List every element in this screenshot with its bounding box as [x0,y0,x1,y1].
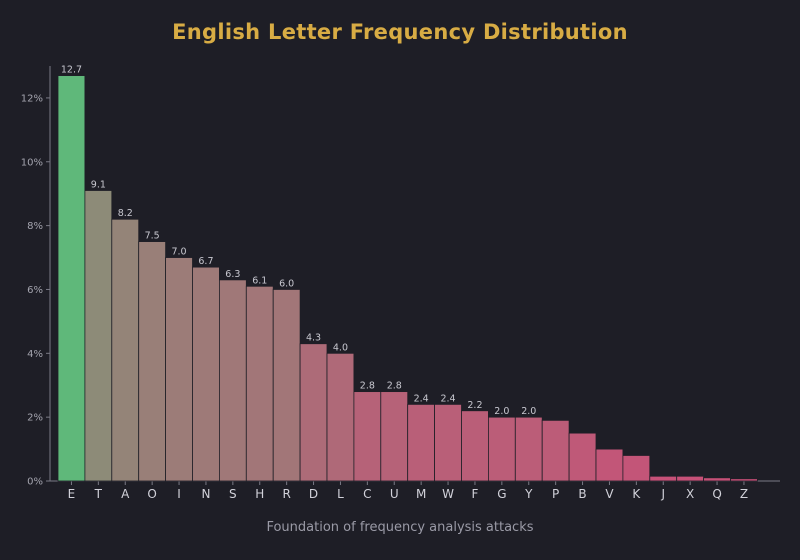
data-label: 2.2 [467,400,482,411]
bar-M [407,403,436,482]
data-label: 6.3 [225,269,240,280]
bar-I [165,257,193,482]
x-tick-label: G [497,487,506,501]
bar-D [299,343,328,482]
data-label: 8.2 [118,208,133,219]
bar-P [541,419,570,482]
data-label: 2.0 [494,406,509,417]
data-label: 6.1 [252,275,267,286]
x-tick-label: U [390,487,399,501]
data-label: 6.0 [279,278,294,289]
x-tick-label: O [147,487,156,501]
bar-Q [703,477,731,482]
y-tick-label: 8% [27,221,43,232]
x-tick-label: B [578,487,586,501]
x-tick-label: L [337,487,344,501]
x-tick-label: M [416,487,426,501]
x-tick-label: F [471,487,478,501]
y-tick-label: 6% [27,285,43,296]
data-label: 2.0 [521,406,536,417]
data-label: 2.8 [360,381,375,392]
bar-J [649,475,678,482]
bar-C [353,391,382,482]
bar-Y [514,416,543,482]
data-label: 12.7 [61,65,82,76]
bar-R [272,289,301,482]
bar-U [380,391,409,482]
x-tick-label: Y [524,487,533,501]
x-tick-label: S [229,487,237,501]
bar-E [57,75,86,482]
x-tick-label: I [177,487,181,501]
x-tick-label: A [121,487,130,501]
y-tick-label: 4% [27,349,43,360]
chart-title: English Letter Frequency Distribution [172,20,628,44]
x-tick-label: E [68,487,76,501]
bar-Z [730,478,758,482]
x-tick-label: P [552,487,559,501]
x-tick-label: N [201,487,210,501]
bar-B [568,432,597,482]
x-tick-label: K [632,487,641,501]
data-label: 2.4 [440,393,455,404]
x-tick-label: W [442,487,454,501]
x-tick-label: R [282,487,290,501]
bar-N [192,266,220,482]
x-tick-label: J [660,487,665,501]
data-label: 2.4 [414,393,429,404]
bars [57,75,758,482]
x-tick-label: X [686,487,694,501]
x-tick-label: D [309,487,318,501]
bar-H [245,285,274,482]
y-tick-label: 10% [21,157,43,168]
data-label: 4.3 [306,333,321,344]
x-tick-label: V [605,487,614,501]
data-label: 7.0 [171,247,186,258]
x-tick-label: T [94,487,103,501]
chart-subtitle: Foundation of frequency analysis attacks [266,520,534,535]
data-label: 6.7 [198,256,213,267]
bar-L [326,352,355,482]
bar-A [111,218,140,482]
data-label: 9.1 [91,180,106,191]
x-tick-label: C [363,487,371,501]
x-tick-label: Z [740,487,748,501]
data-label: 2.8 [387,381,402,392]
bar-S [218,279,247,482]
y-tick-label: 2% [27,413,43,424]
bar-X [676,475,705,482]
x-tick-label: H [255,487,264,501]
labels: E 12.7 T 9.1 A 8.2 O 7.5 I 7.0 N 6.7 S 6.3 H 6.1 R 6.0 D 4.… [61,65,748,501]
bar-K [622,455,651,482]
bar-F [461,410,489,482]
bar-G [487,416,516,482]
data-label: 4.0 [333,342,348,353]
data-label: 7.5 [145,231,160,242]
bar-O [138,241,166,482]
bar-W [434,403,462,482]
x-tick-label: Q [712,487,721,501]
bar-T [84,190,113,482]
y-tick-label: 0% [27,477,43,488]
y-tick-label: 12% [21,93,43,104]
bar-V [595,448,624,482]
